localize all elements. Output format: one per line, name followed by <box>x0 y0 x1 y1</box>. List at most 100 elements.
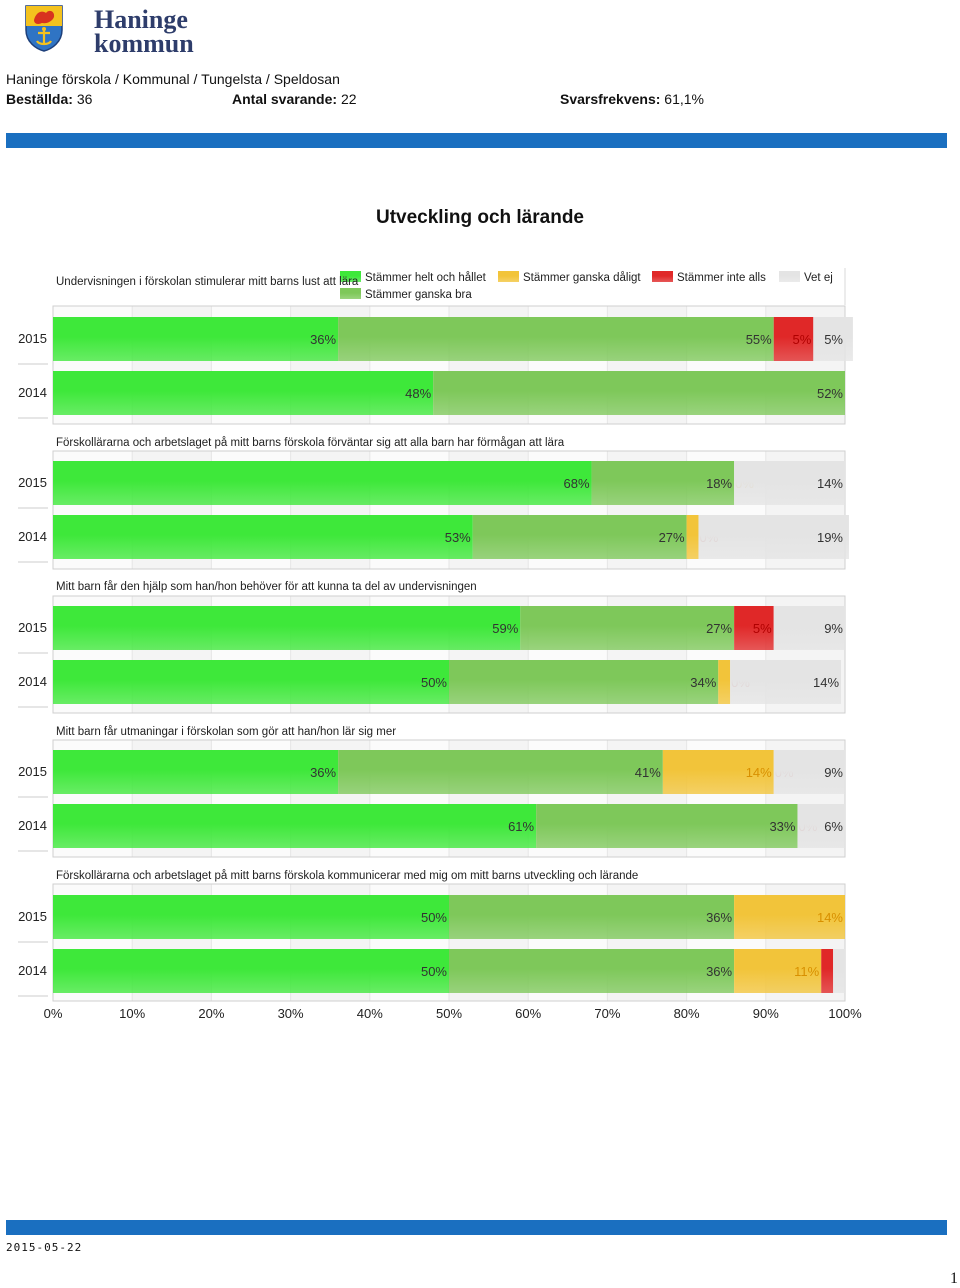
bar-segment <box>53 750 339 794</box>
bar-value-label: 9% <box>824 765 843 780</box>
bar-value-label: 33% <box>769 819 795 834</box>
bar-segment <box>338 750 663 794</box>
bar-segment <box>813 317 853 361</box>
x-tick-label: 100% <box>828 1006 862 1021</box>
bar-segment <box>53 317 339 361</box>
question-frame <box>52 450 846 570</box>
year-label: 2015 <box>18 475 47 490</box>
bar-segment <box>730 660 842 704</box>
year-label: 2015 <box>18 764 47 779</box>
bar-value-label: 14% <box>817 476 843 491</box>
bar-segment <box>833 949 845 993</box>
bar-segment <box>773 317 814 361</box>
year-label: 2014 <box>18 963 47 978</box>
bar-value-label: 27% <box>659 530 685 545</box>
bar-segment <box>338 317 774 361</box>
bar-segment <box>53 515 473 559</box>
bar-segment <box>53 660 449 704</box>
bar-value-label: 14% <box>813 675 839 690</box>
question-frame <box>52 305 846 425</box>
question-title: Mitt barn får den hjälp som han/hon behö… <box>56 581 477 593</box>
bar-segment <box>449 895 735 939</box>
bar-segment <box>53 461 592 505</box>
x-tick-label: 80% <box>674 1006 700 1021</box>
legend-swatch <box>340 288 361 299</box>
legend-swatch <box>340 271 361 282</box>
bar-segment <box>662 750 774 794</box>
bar-segment <box>718 660 731 704</box>
footer-divider-bar <box>6 1220 947 1235</box>
logo-text-line1: Haninge <box>94 5 188 34</box>
x-tick-label: 40% <box>357 1006 383 1021</box>
ordered-label: Beställda: <box>6 91 73 107</box>
bar-segment <box>53 895 449 939</box>
question-frame <box>52 595 846 714</box>
legend-label: Stämmer helt och hållet <box>365 272 487 284</box>
bar-value-label: 48% <box>405 386 431 401</box>
bar-value-label: 34% <box>690 675 716 690</box>
header-divider-bar <box>6 133 947 148</box>
coat-of-arms-icon <box>25 5 63 52</box>
bar-segment <box>734 606 774 650</box>
x-tick-label: 30% <box>278 1006 304 1021</box>
bar-value-label: 50% <box>421 910 447 925</box>
bar-segment <box>734 895 845 939</box>
legend-swatch <box>652 271 673 282</box>
bar-value-label: 14% <box>746 765 772 780</box>
bar-value-label: 14% <box>817 910 843 925</box>
bar-value-label: 19% <box>817 530 843 545</box>
bar-value-label: 55% <box>746 332 772 347</box>
legend-label: Stämmer inte alls <box>677 272 766 284</box>
bar-value-label: 5% <box>793 332 812 347</box>
question-title: Förskollärarna och arbetslaget på mitt b… <box>56 870 638 882</box>
bar-segment <box>53 371 434 415</box>
breadcrumb: Haninge förskola / Kommunal / Tungelsta … <box>6 71 340 87</box>
bar-segment <box>797 804 845 848</box>
logo-text-line2: kommun <box>94 29 194 58</box>
bar-value-label: 52% <box>817 386 843 401</box>
x-tick-label: 60% <box>515 1006 541 1021</box>
x-tick-label: 20% <box>198 1006 224 1021</box>
bar-segment <box>773 606 845 650</box>
page-number: 1 <box>950 1270 958 1287</box>
bar-value-label: 68% <box>564 476 590 491</box>
bar-segment <box>449 949 735 993</box>
bar-segment <box>734 461 845 505</box>
bar-value-label: 53% <box>445 530 471 545</box>
footer-date: 2015-05-22 <box>6 1241 83 1254</box>
bar-value-label: 41% <box>635 765 661 780</box>
bar-segment <box>686 515 699 559</box>
bar-value-label: 36% <box>310 765 336 780</box>
question-title: Förskollärarna och arbetslaget på mitt b… <box>56 437 565 449</box>
bar-segment <box>53 804 537 848</box>
bar-segment <box>520 606 735 650</box>
bar-segment <box>53 606 521 650</box>
legend-swatch <box>779 271 800 282</box>
bar-segment <box>591 461 735 505</box>
bar-value-label: 61% <box>508 819 534 834</box>
bar-segment <box>433 371 845 415</box>
ordered-value: 36 <box>76 91 93 107</box>
bar-value-label: 6% <box>824 819 843 834</box>
bar-segment <box>734 949 822 993</box>
bar-value-label: 59% <box>492 621 518 636</box>
bar-value-label: 5% <box>824 332 843 347</box>
year-label: 2015 <box>18 909 47 924</box>
bar-value-label: 18% <box>706 476 732 491</box>
x-tick-label: 10% <box>119 1006 145 1021</box>
response-rate-value: 61,1% <box>664 91 704 107</box>
year-label: 2014 <box>18 529 47 544</box>
haninge-logo: Haninge kommun <box>24 4 194 57</box>
respondents-value: 22 <box>340 91 357 107</box>
bar-value-label: 36% <box>706 910 732 925</box>
bar-value-label: 36% <box>310 332 336 347</box>
bar-value-label: 36% <box>706 964 732 979</box>
question-frame <box>52 883 846 1002</box>
legend-label: Stämmer ganska bra <box>365 289 472 301</box>
bar-segment <box>53 949 449 993</box>
bar-segment <box>821 949 834 993</box>
question-title: Undervisningen i förskolan stimulerar mi… <box>56 276 359 288</box>
x-tick-label: 50% <box>436 1006 462 1021</box>
legend-label: Vet ej <box>804 272 833 284</box>
